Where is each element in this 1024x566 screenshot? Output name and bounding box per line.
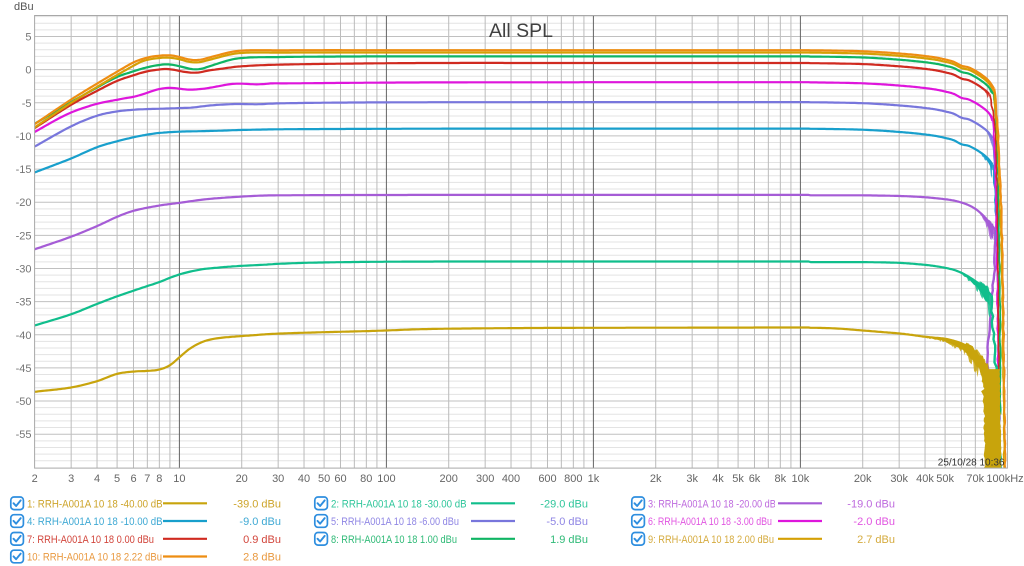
svg-text:10k: 10k — [792, 473, 810, 485]
svg-text:1k: 1k — [588, 473, 600, 485]
svg-text:-15: -15 — [16, 164, 32, 176]
svg-text:-39.0 dBu: -39.0 dBu — [233, 498, 281, 510]
svg-text:40k: 40k — [916, 473, 934, 485]
svg-text:4: 4 — [94, 473, 100, 485]
svg-text:5: 5 — [25, 32, 31, 44]
svg-text:300: 300 — [476, 473, 494, 485]
svg-text:30: 30 — [272, 473, 284, 485]
svg-text:-35: -35 — [16, 297, 32, 309]
svg-text:-5: -5 — [22, 98, 32, 110]
svg-text:80: 80 — [360, 473, 372, 485]
svg-text:2.8 dBu: 2.8 dBu — [243, 552, 281, 564]
svg-text:20k: 20k — [854, 473, 872, 485]
svg-text:-29.0 dBu: -29.0 dBu — [540, 498, 588, 510]
svg-text:All SPL: All SPL — [489, 20, 553, 42]
svg-text:8: 8 — [156, 473, 162, 485]
svg-text:-20: -20 — [16, 197, 32, 209]
svg-text:-45: -45 — [16, 363, 32, 375]
svg-text:20: 20 — [236, 473, 248, 485]
svg-text:5: 5 — [114, 473, 120, 485]
svg-text:-5.0 dBu: -5.0 dBu — [546, 516, 588, 528]
svg-text:-55: -55 — [16, 429, 32, 441]
svg-text:60: 60 — [334, 473, 346, 485]
svg-text:8: RRH-A001A 10 18 1.00 dBu: 8: RRH-A001A 10 18 1.00 dBu — [331, 534, 457, 546]
svg-text:6: RRH-A001A 10 18 -3.00 dBu: 6: RRH-A001A 10 18 -3.00 dBu — [648, 516, 772, 528]
svg-text:9: RRH-A001A 10 18 2.00 dBu: 9: RRH-A001A 10 18 2.00 dBu — [648, 534, 774, 546]
svg-text:-9.0 dBu: -9.0 dBu — [239, 516, 281, 528]
svg-text:6k: 6k — [749, 473, 761, 485]
svg-text:100kHz: 100kHz — [986, 473, 1023, 485]
svg-text:6: 6 — [130, 473, 136, 485]
svg-text:-2.0 dBu: -2.0 dBu — [853, 516, 895, 528]
svg-text:10: RRH-A001A 10 18 2.22 dBu: 10: RRH-A001A 10 18 2.22 dBu — [27, 552, 162, 564]
svg-text:2: 2 — [32, 473, 38, 485]
svg-text:4: RRH-A001A 10 18 -10.00 dBu: 4: RRH-A001A 10 18 -10.00 dBu — [27, 516, 168, 528]
svg-text:3: RRH-A001A 10 18 -20.00 dBu: 3: RRH-A001A 10 18 -20.00 dBu — [648, 498, 781, 510]
svg-text:-19.0 dBu: -19.0 dBu — [847, 498, 895, 510]
svg-text:0.9 dBu: 0.9 dBu — [243, 534, 281, 546]
svg-text:0: 0 — [25, 65, 31, 77]
svg-text:-10: -10 — [16, 131, 32, 143]
svg-text:400: 400 — [502, 473, 520, 485]
svg-text:200: 200 — [440, 473, 458, 485]
svg-text:1: RRH-A001A 10 18 -40.00 dBu: 1: RRH-A001A 10 18 -40.00 dBu — [27, 498, 168, 510]
svg-text:2.7 dBu: 2.7 dBu — [857, 534, 895, 546]
svg-text:8k: 8k — [774, 473, 786, 485]
svg-text:2: RRH-A001A 10 18 -30.00 dBu: 2: RRH-A001A 10 18 -30.00 dBu — [331, 498, 472, 510]
svg-text:7: 7 — [144, 473, 150, 485]
svg-text:-50: -50 — [16, 396, 32, 408]
svg-text:25/10/28 10:36: 25/10/28 10:36 — [938, 458, 1005, 469]
svg-text:1.9 dBu: 1.9 dBu — [550, 534, 588, 546]
svg-text:5k: 5k — [732, 473, 744, 485]
svg-text:600: 600 — [538, 473, 556, 485]
svg-text:10: 10 — [173, 473, 185, 485]
svg-text:2k: 2k — [650, 473, 662, 485]
svg-text:5: RRH-A001A 10 18 -6.00 dBu: 5: RRH-A001A 10 18 -6.00 dBu — [331, 516, 459, 528]
svg-text:50k: 50k — [936, 473, 954, 485]
svg-text:4k: 4k — [712, 473, 724, 485]
svg-text:800: 800 — [564, 473, 582, 485]
svg-text:50: 50 — [318, 473, 330, 485]
svg-text:30k: 30k — [890, 473, 908, 485]
svg-text:dBu: dBu — [14, 1, 34, 13]
svg-text:-30: -30 — [16, 264, 32, 276]
svg-text:-25: -25 — [16, 230, 32, 242]
svg-text:100: 100 — [377, 473, 395, 485]
svg-text:40: 40 — [298, 473, 310, 485]
svg-text:3k: 3k — [686, 473, 698, 485]
svg-text:3: 3 — [68, 473, 74, 485]
svg-text:-40: -40 — [16, 330, 32, 342]
svg-text:7: RRH-A001A 10 18 0.00 dBu: 7: RRH-A001A 10 18 0.00 dBu — [27, 534, 154, 546]
svg-text:70k: 70k — [966, 473, 984, 485]
